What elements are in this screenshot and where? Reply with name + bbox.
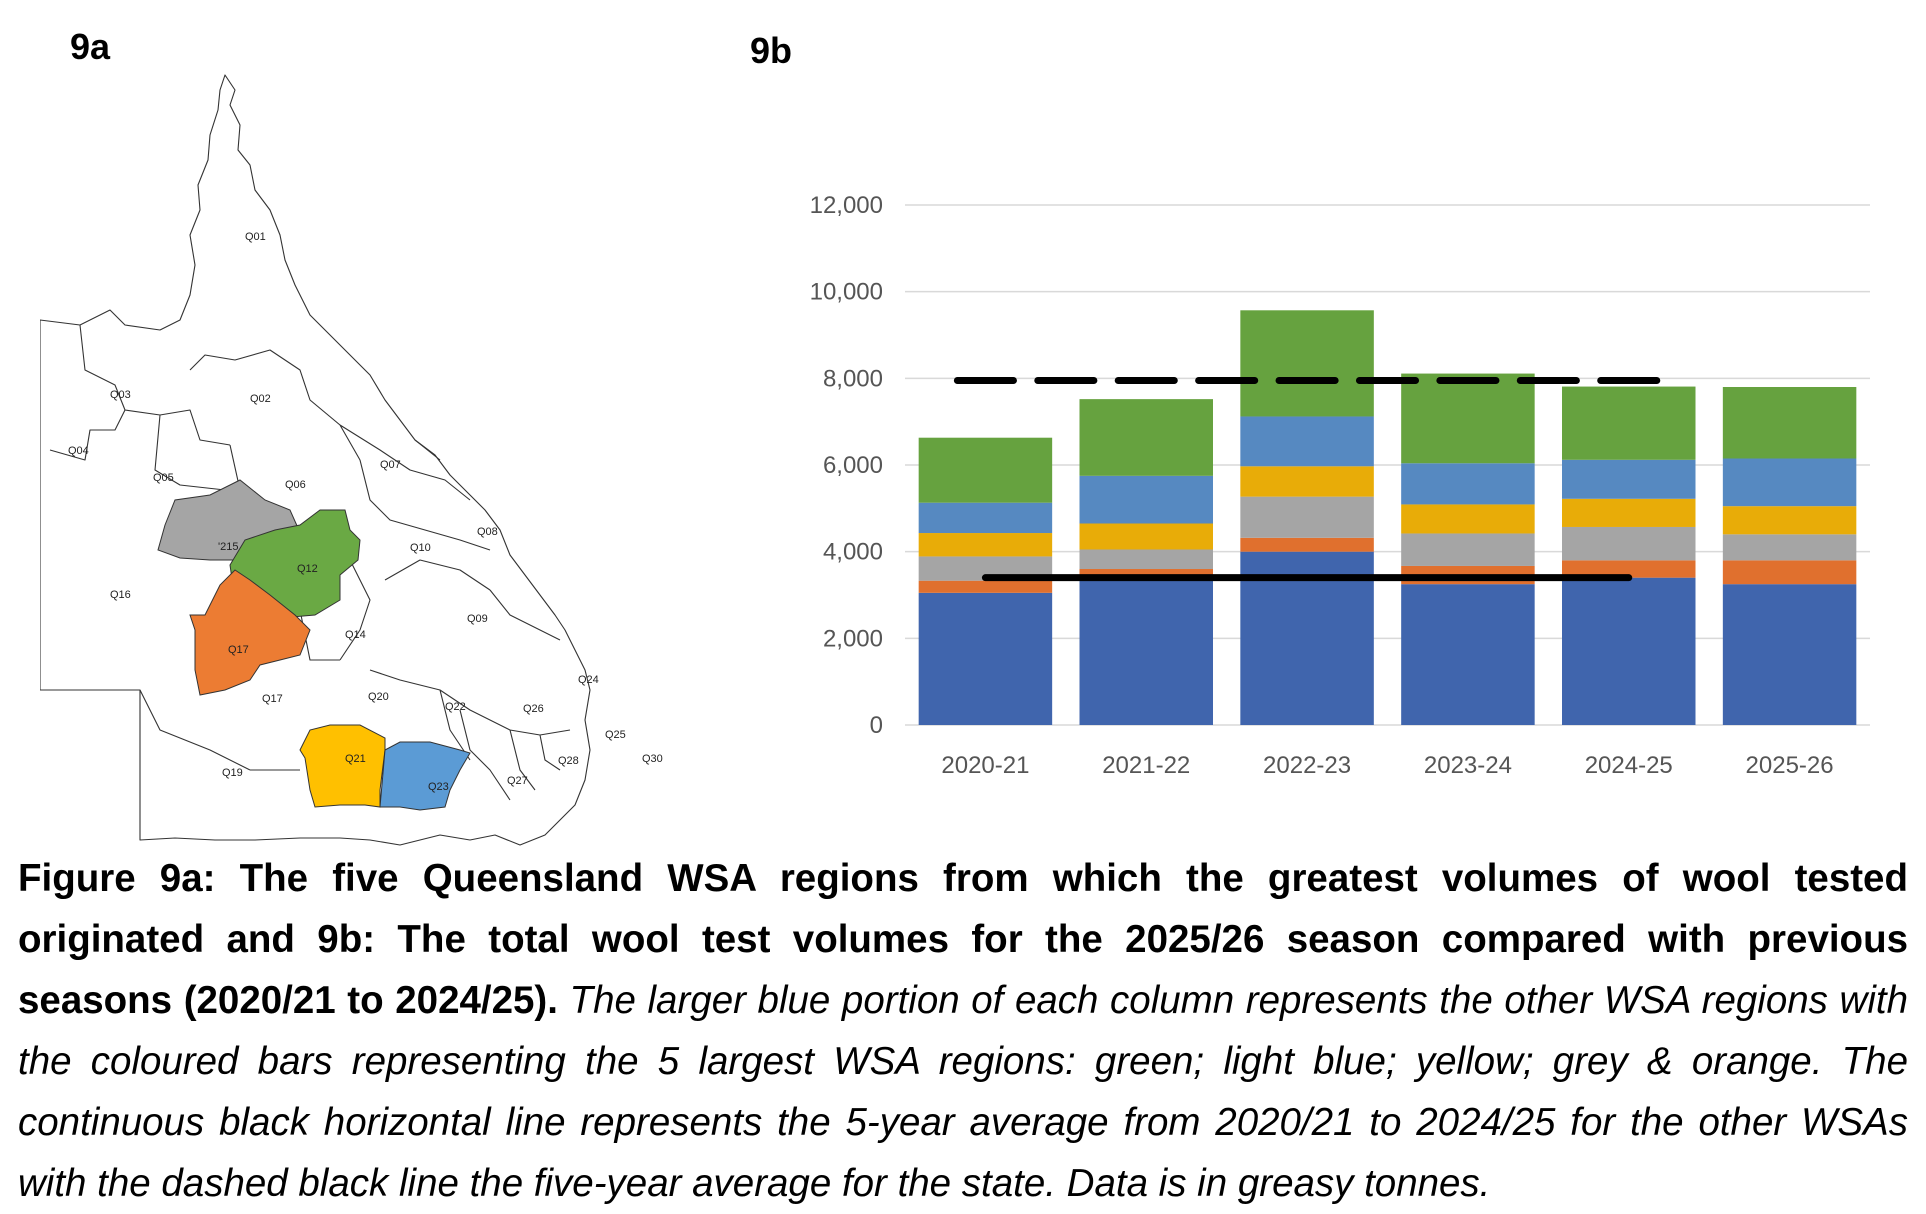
- bar-segment-2025-26-s0: [1722, 584, 1857, 725]
- bar-segment-2024-25-s4: [1562, 459, 1696, 499]
- stacked-bar-chart: 0 2,000 4,000 6,000 8,000 10,000 12,000 2020-2…: [810, 192, 1870, 779]
- x-tick-label-2023-24: 2023-24: [1424, 752, 1512, 779]
- caption-bold: Figure 9a: The five Queensland WSA regio…: [18, 857, 1908, 1022]
- bar-segment-2021-22-s4: [1079, 475, 1213, 524]
- average-lines: [953, 377, 1661, 582]
- x-tick-label-2022-23: 2022-23: [1263, 752, 1351, 779]
- region-label-q25: Q25: [605, 729, 626, 741]
- bar-segment-2021-22-s2: [1079, 549, 1213, 569]
- y-tick-label: 2,000: [823, 625, 883, 652]
- region-label-q26: Q26: [523, 703, 544, 715]
- bar-segment-2024-25-s1: [1562, 560, 1696, 578]
- region-q23-shape: [379, 741, 471, 811]
- region-label-q17b: Q17: [262, 693, 283, 705]
- y-tick-label: 10,000: [810, 279, 883, 306]
- region-label-q05: Q05: [153, 472, 174, 484]
- bar-segment-2020-21-s0: [918, 592, 1053, 725]
- region-label-q17: Q17: [228, 644, 249, 656]
- region-label-q27: Q27: [507, 775, 528, 787]
- region-label-q10: Q10: [410, 542, 431, 554]
- region-label-q22: Q22: [445, 701, 466, 713]
- y-axis-ticks: 0 2,000 4,000 6,000 8,000 10,000 12,000: [810, 192, 883, 739]
- bar-segment-2022-23-s3: [1240, 466, 1374, 497]
- bar-segment-2024-25-s3: [1562, 498, 1696, 527]
- bar-segment-2020-21-s5: [918, 437, 1053, 503]
- bar-segment-2021-22-s1: [1079, 569, 1213, 578]
- bar-segment-2022-23-s2: [1240, 496, 1374, 538]
- region-label-q02: Q02: [250, 393, 271, 405]
- x-tick-label-2021-22: 2021-22: [1102, 752, 1190, 779]
- bar-segment-2024-25-s2: [1562, 526, 1696, 561]
- x-axis-ticks: 2020-21 2021-22 2022-23 2023-24 2024-25 2025-…: [941, 752, 1833, 779]
- region-label-q24: Q24: [578, 674, 599, 686]
- x-tick-label-2024-25: 2024-25: [1585, 752, 1673, 779]
- region-label-q20: Q20: [368, 691, 389, 703]
- queensland-wsa-map: Q01 Q02 Q03 Q04 Q05 Q06 Q07 Q08 Q09 Q10 …: [40, 74, 663, 846]
- region-label-q15: '215: [218, 541, 238, 553]
- bar-segment-2021-22-s0: [1079, 577, 1213, 725]
- bar-segment-2020-21-s4: [918, 502, 1053, 534]
- bar-segment-2025-26-s3: [1722, 506, 1857, 535]
- bar-segment-2022-23-s4: [1240, 416, 1374, 467]
- y-tick-label: 8,000: [823, 365, 883, 392]
- region-label-q01: Q01: [245, 231, 266, 243]
- bar-segment-2025-26-s5: [1722, 387, 1857, 459]
- bar-segment-2022-23-s1: [1240, 537, 1374, 552]
- bar-segment-2023-24-s0: [1401, 584, 1535, 725]
- region-label-q04: Q04: [68, 445, 89, 457]
- bar-segment-2023-24-s4: [1401, 463, 1535, 505]
- region-label-q09: Q09: [467, 613, 488, 625]
- bar-segment-2023-24-s3: [1401, 504, 1535, 534]
- region-label-q07: Q07: [380, 459, 401, 471]
- region-labels: Q01 Q02 Q03 Q04 Q05 Q06 Q07 Q08 Q09 Q10 …: [68, 231, 663, 793]
- region-label-q03: Q03: [110, 389, 131, 401]
- region-label-q14: Q14: [345, 629, 366, 641]
- bar-segment-2024-25-s0: [1562, 577, 1696, 725]
- bar-segment-2020-21-s3: [918, 533, 1053, 557]
- y-tick-label: 4,000: [823, 539, 883, 566]
- bar-segment-2025-26-s4: [1722, 458, 1857, 507]
- bar-segment-2021-22-s3: [1079, 523, 1213, 550]
- panel-b-label: 9b: [750, 30, 793, 71]
- bar-segment-2023-24-s2: [1401, 533, 1535, 566]
- x-tick-label-2020-21: 2020-21: [941, 752, 1029, 779]
- bar-segment-2024-25-s5: [1562, 386, 1696, 460]
- figure-caption: Figure 9a: The five Queensland WSA regio…: [18, 848, 1908, 1214]
- map-outline: [40, 74, 591, 846]
- bar-segment-2021-22-s5: [1079, 399, 1213, 476]
- bar-segment-2025-26-s1: [1722, 560, 1857, 585]
- region-label-q21: Q21: [345, 753, 366, 765]
- region-q17-shape: [189, 569, 311, 696]
- bar-segment-2020-21-s1: [918, 580, 1053, 593]
- bars: [918, 310, 1857, 725]
- y-tick-label: 12,000: [810, 192, 883, 219]
- region-q21-shape: [299, 724, 386, 808]
- y-tick-label: 0: [870, 712, 883, 739]
- region-label-q28: Q28: [558, 755, 579, 767]
- region-label-q19: Q19: [222, 767, 243, 779]
- bar-segment-2023-24-s5: [1401, 373, 1535, 464]
- region-label-q23: Q23: [428, 781, 449, 793]
- region-label-q16: Q16: [110, 589, 131, 601]
- bar-segment-2025-26-s2: [1722, 534, 1857, 561]
- region-label-q06: Q06: [285, 479, 306, 491]
- panel-a-label: 9a: [70, 26, 111, 67]
- caption-italic: The larger blue portion of each column r…: [18, 979, 1908, 1205]
- region-label-q12: Q12: [297, 563, 318, 575]
- bar-segment-2022-23-s5: [1240, 310, 1374, 417]
- region-label-q08: Q08: [477, 526, 498, 538]
- region-label-q30: Q30: [642, 753, 663, 765]
- x-tick-label-2025-26: 2025-26: [1746, 752, 1834, 779]
- y-tick-label: 6,000: [823, 452, 883, 479]
